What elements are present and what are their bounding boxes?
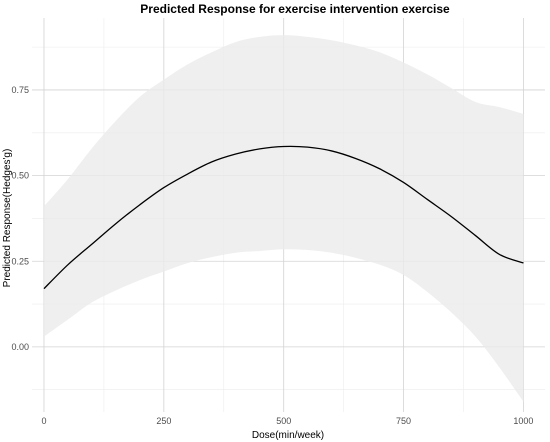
- x-tick-label: 750: [396, 416, 411, 426]
- y-tick-label: 0.50: [11, 171, 29, 181]
- x-axis-label: Dose(min/week): [252, 430, 324, 441]
- x-tick-label: 0: [41, 416, 46, 426]
- x-tick-label: 500: [276, 416, 291, 426]
- x-axis-ticks: 0 250 500 750 1000: [41, 416, 533, 426]
- confidence-band: [43, 35, 524, 402]
- y-axis-ticks: 0.00 0.25 0.50 0.75: [11, 85, 29, 352]
- y-tick-label: 0.25: [11, 256, 29, 266]
- y-tick-label: 0.00: [11, 342, 29, 352]
- x-tick-label: 250: [156, 416, 171, 426]
- chart-title: Predicted Response for exercise interven…: [140, 2, 450, 16]
- y-axis-label: Predicted Response(Hedges'g): [2, 149, 13, 288]
- x-tick-label: 1000: [513, 416, 533, 426]
- predicted-response-line: [43, 145, 524, 290]
- y-tick-label: 0.75: [11, 85, 29, 95]
